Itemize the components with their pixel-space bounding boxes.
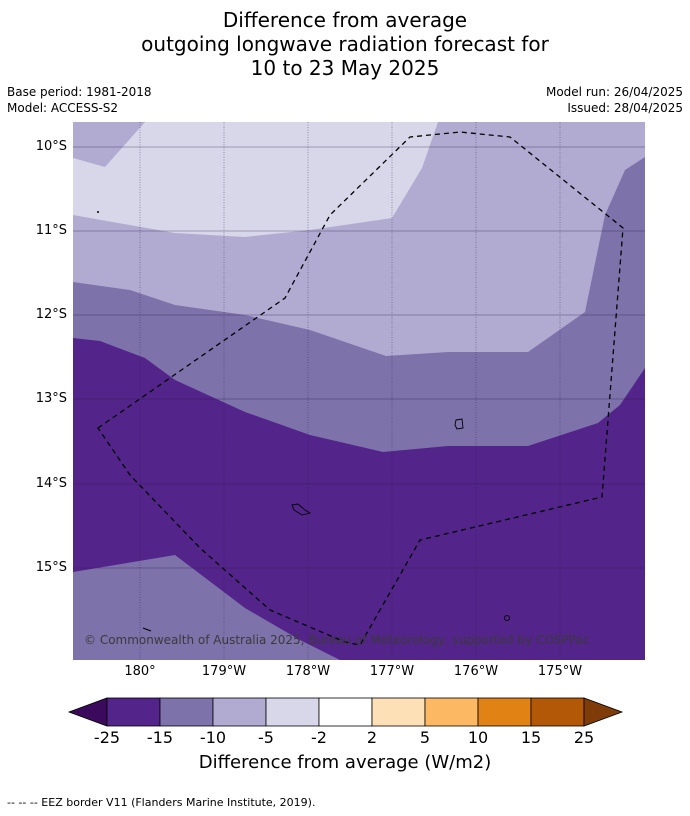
lon-label-177w: 177°W bbox=[352, 664, 432, 679]
colorbar-tick: 25 bbox=[564, 728, 604, 747]
colorbar-extend-min bbox=[69, 698, 107, 726]
lon-label-178w: 178°W bbox=[268, 664, 348, 679]
colorbar-label: Difference from average (W/m2) bbox=[0, 752, 690, 773]
colorbar-bin-7 bbox=[425, 698, 478, 726]
colorbar-tick: -2 bbox=[299, 728, 339, 747]
lat-label-12s: 12°S bbox=[7, 307, 67, 322]
lat-label-15s: 15°S bbox=[7, 560, 67, 575]
colorbar-bin-9 bbox=[531, 698, 584, 726]
colorbar-bin-1 bbox=[107, 698, 160, 726]
lon-label-180: 180° bbox=[100, 664, 180, 679]
colorbar-bin-5 bbox=[319, 698, 372, 726]
colorbar-tick: 2 bbox=[352, 728, 392, 747]
colorbar-tick: -25 bbox=[87, 728, 127, 747]
colorbar-bin-8 bbox=[478, 698, 531, 726]
lat-label-10s: 10°S bbox=[7, 139, 67, 154]
eez-footnote: -- -- -- EEZ border V11 (Flanders Marine… bbox=[7, 796, 315, 809]
colorbar-bin-3 bbox=[213, 698, 266, 726]
lat-label-13s: 13°S bbox=[7, 391, 67, 406]
colorbar-bin-2 bbox=[160, 698, 213, 726]
lon-label-176w: 176°W bbox=[436, 664, 516, 679]
colorbar-tick: -15 bbox=[140, 728, 180, 747]
colorbar-extend-max bbox=[584, 698, 622, 726]
colorbar-tick: -10 bbox=[193, 728, 233, 747]
lon-label-179w: 179°W bbox=[184, 664, 264, 679]
colorbar-tick: 5 bbox=[405, 728, 445, 747]
islet-north bbox=[97, 211, 99, 213]
colorbar-bin-4 bbox=[266, 698, 319, 726]
lon-label-175w: 175°W bbox=[520, 664, 600, 679]
colorbar-tick: 10 bbox=[458, 728, 498, 747]
colorbar-tick: 15 bbox=[511, 728, 551, 747]
lat-label-11s: 11°S bbox=[7, 223, 67, 238]
copyright-notice: © Commonwealth of Australia 2025, Bureau… bbox=[84, 633, 589, 647]
lat-label-14s: 14°S bbox=[7, 476, 67, 491]
colorbar bbox=[69, 698, 622, 726]
map-area bbox=[73, 122, 645, 660]
colorbar-bin-6 bbox=[372, 698, 425, 726]
colorbar-tick: -5 bbox=[246, 728, 286, 747]
